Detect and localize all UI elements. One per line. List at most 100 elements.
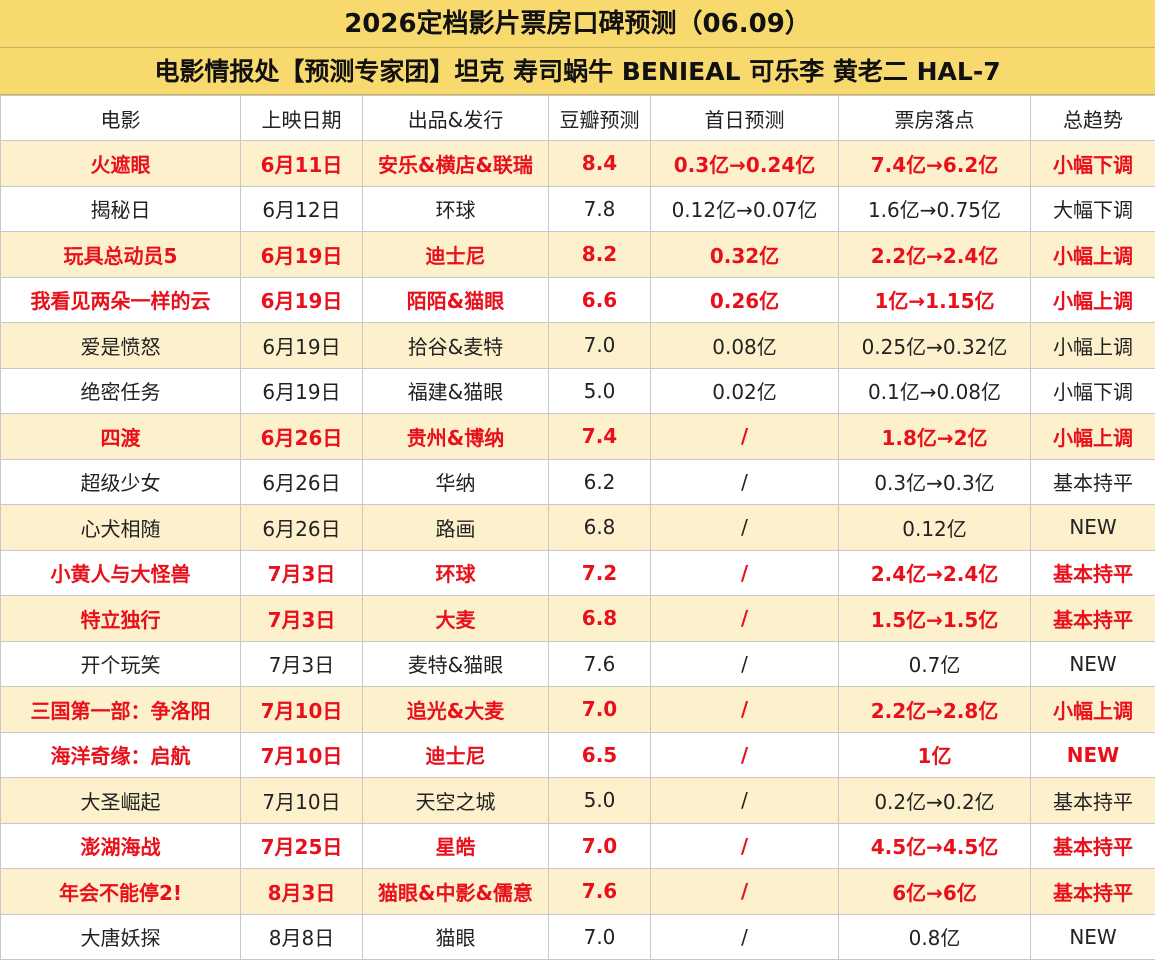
cell: 7月25日 [240, 822, 363, 869]
cell: 大幅下调 [1030, 185, 1155, 232]
cell: 4.5亿→4.5亿 [838, 822, 1031, 869]
cell: 6月11日 [240, 140, 363, 187]
cell: 7月3日 [240, 549, 363, 596]
cell: 6.5 [548, 731, 651, 778]
cell: 澎湖海战 [0, 822, 241, 869]
cell: 7.2 [548, 549, 651, 596]
cell: 7月3日 [240, 640, 363, 687]
movie-row: 大圣崛起 7月10日 天空之城 5.0/0.2亿→0.2亿 基本持平 [0, 777, 1155, 824]
movie-row: 心犬相随 6月26日 路画 6.8/0.12亿 NEW [0, 504, 1155, 551]
cell: 8月8日 [240, 913, 363, 960]
cell: 猫眼&中影&儒意 [362, 868, 549, 915]
cell: 6.8 [548, 504, 651, 551]
cell: 7.4亿→6.2亿 [838, 140, 1031, 187]
cell: / [650, 731, 839, 778]
cell: 7.6 [548, 868, 651, 915]
cell: 特立独行 [0, 595, 241, 642]
cell: 基本持平 [1030, 822, 1155, 869]
cell: 0.02亿 [650, 367, 839, 414]
cell: 猫眼 [362, 913, 549, 960]
cell: 大麦 [362, 595, 549, 642]
cell: / [650, 822, 839, 869]
cell: 小幅上调 [1030, 322, 1155, 369]
cell: NEW [1030, 731, 1155, 778]
cell: 0.32亿 [650, 231, 839, 278]
cell: 0.08亿 [650, 322, 839, 369]
cell: 揭秘日 [0, 185, 241, 232]
cell: 海洋奇缘：启航 [0, 731, 241, 778]
column-header: 豆瓣预测 [548, 95, 651, 141]
cell: 2.4亿→2.4亿 [838, 549, 1031, 596]
cell: 麦特&猫眼 [362, 640, 549, 687]
cell: 小黄人与大怪兽 [0, 549, 241, 596]
cell: 福建&猫眼 [362, 367, 549, 414]
cell: / [650, 913, 839, 960]
cell: 0.12亿→0.07亿 [650, 185, 839, 232]
movie-row: 开个玩笑 7月3日 麦特&猫眼 7.6/0.7亿 NEW [0, 640, 1155, 687]
cell: 环球 [362, 185, 549, 232]
movie-row: 揭秘日 6月12日 环球 7.8 0.12亿→0.07亿 1.6亿→0.75亿 大幅下调 [0, 185, 1155, 232]
cell: 小幅下调 [1030, 367, 1155, 414]
column-header: 出品&发行 [362, 95, 549, 141]
cell: 0.3亿→0.24亿 [650, 140, 839, 187]
column-header: 票房落点 [838, 95, 1031, 141]
cell: 华纳 [362, 458, 549, 505]
cell: 追光&大麦 [362, 686, 549, 733]
movie-row: 爱是愤怒 6月19日 拾谷&麦特 7.0 0.08亿 0.25亿→0.32亿 小幅上调 [0, 322, 1155, 369]
column-header: 总趋势 [1030, 95, 1155, 141]
movie-row: 超级少女 6月26日 华纳 6.2/0.3亿→0.3亿 基本持平 [0, 458, 1155, 505]
cell: 小幅上调 [1030, 276, 1155, 323]
movie-row: 特立独行 7月3日 大麦 6.8/1.5亿→1.5亿 基本持平 [0, 595, 1155, 642]
cell: 6月12日 [240, 185, 363, 232]
subtitle: 电影情报处【预测专家团】坦克 寿司蜗牛 BENIEAL 可乐李 黄老二 HAL-… [0, 48, 1155, 95]
cell: 基本持平 [1030, 595, 1155, 642]
cell: 6亿→6亿 [838, 868, 1031, 915]
cell: 1亿 [838, 731, 1031, 778]
cell: 基本持平 [1030, 549, 1155, 596]
cell: 6.8 [548, 595, 651, 642]
cell: 火遮眼 [0, 140, 241, 187]
movie-row: 三国第一部：争洛阳 7月10日 追光&大麦 7.0/2.2亿→2.8亿 小幅上调 [0, 686, 1155, 733]
cell: 6月26日 [240, 458, 363, 505]
cell: 8月3日 [240, 868, 363, 915]
cell: / [650, 868, 839, 915]
cell: / [650, 504, 839, 551]
movie-row: 四渡 6月26日 贵州&博纳 7.4/1.8亿→2亿 小幅上调 [0, 413, 1155, 460]
cell: 小幅上调 [1030, 413, 1155, 460]
cell: 2.2亿→2.4亿 [838, 231, 1031, 278]
cell: 0.2亿→0.2亿 [838, 777, 1031, 824]
cell: 5.0 [548, 367, 651, 414]
table-body: 电影 上映日期 出品&发行 豆瓣预测 首日预测 票房落点 总趋势 火遮眼 6月11日 安乐&横店&… [0, 95, 1155, 960]
cell: 1.5亿→1.5亿 [838, 595, 1031, 642]
cell: 2.2亿→2.8亿 [838, 686, 1031, 733]
cell: 环球 [362, 549, 549, 596]
cell: 我看见两朵一样的云 [0, 276, 241, 323]
cell: 四渡 [0, 413, 241, 460]
cell: 0.3亿→0.3亿 [838, 458, 1031, 505]
cell: 绝密任务 [0, 367, 241, 414]
cell: / [650, 413, 839, 460]
cell: 6月19日 [240, 231, 363, 278]
cell: 6月19日 [240, 276, 363, 323]
cell: 天空之城 [362, 777, 549, 824]
cell: NEW [1030, 640, 1155, 687]
cell: 0.25亿→0.32亿 [838, 322, 1031, 369]
cell: 6月19日 [240, 322, 363, 369]
cell: / [650, 686, 839, 733]
cell: 超级少女 [0, 458, 241, 505]
cell: 7.0 [548, 822, 651, 869]
cell: 星皓 [362, 822, 549, 869]
cell: 0.7亿 [838, 640, 1031, 687]
cell: 6月26日 [240, 413, 363, 460]
movie-row: 小黄人与大怪兽 7月3日 环球 7.2/2.4亿→2.4亿 基本持平 [0, 549, 1155, 596]
cell: 6月26日 [240, 504, 363, 551]
cell: 7月10日 [240, 731, 363, 778]
cell: 1.6亿→0.75亿 [838, 185, 1031, 232]
cell: 基本持平 [1030, 868, 1155, 915]
movie-row: 澎湖海战 7月25日 星皓 7.0/4.5亿→4.5亿 基本持平 [0, 822, 1155, 869]
cell: / [650, 640, 839, 687]
cell: 心犬相随 [0, 504, 241, 551]
movie-row: 绝密任务 6月19日 福建&猫眼 5.0 0.02亿 0.1亿→0.08亿 小幅下调 [0, 367, 1155, 414]
cell: 7.0 [548, 913, 651, 960]
